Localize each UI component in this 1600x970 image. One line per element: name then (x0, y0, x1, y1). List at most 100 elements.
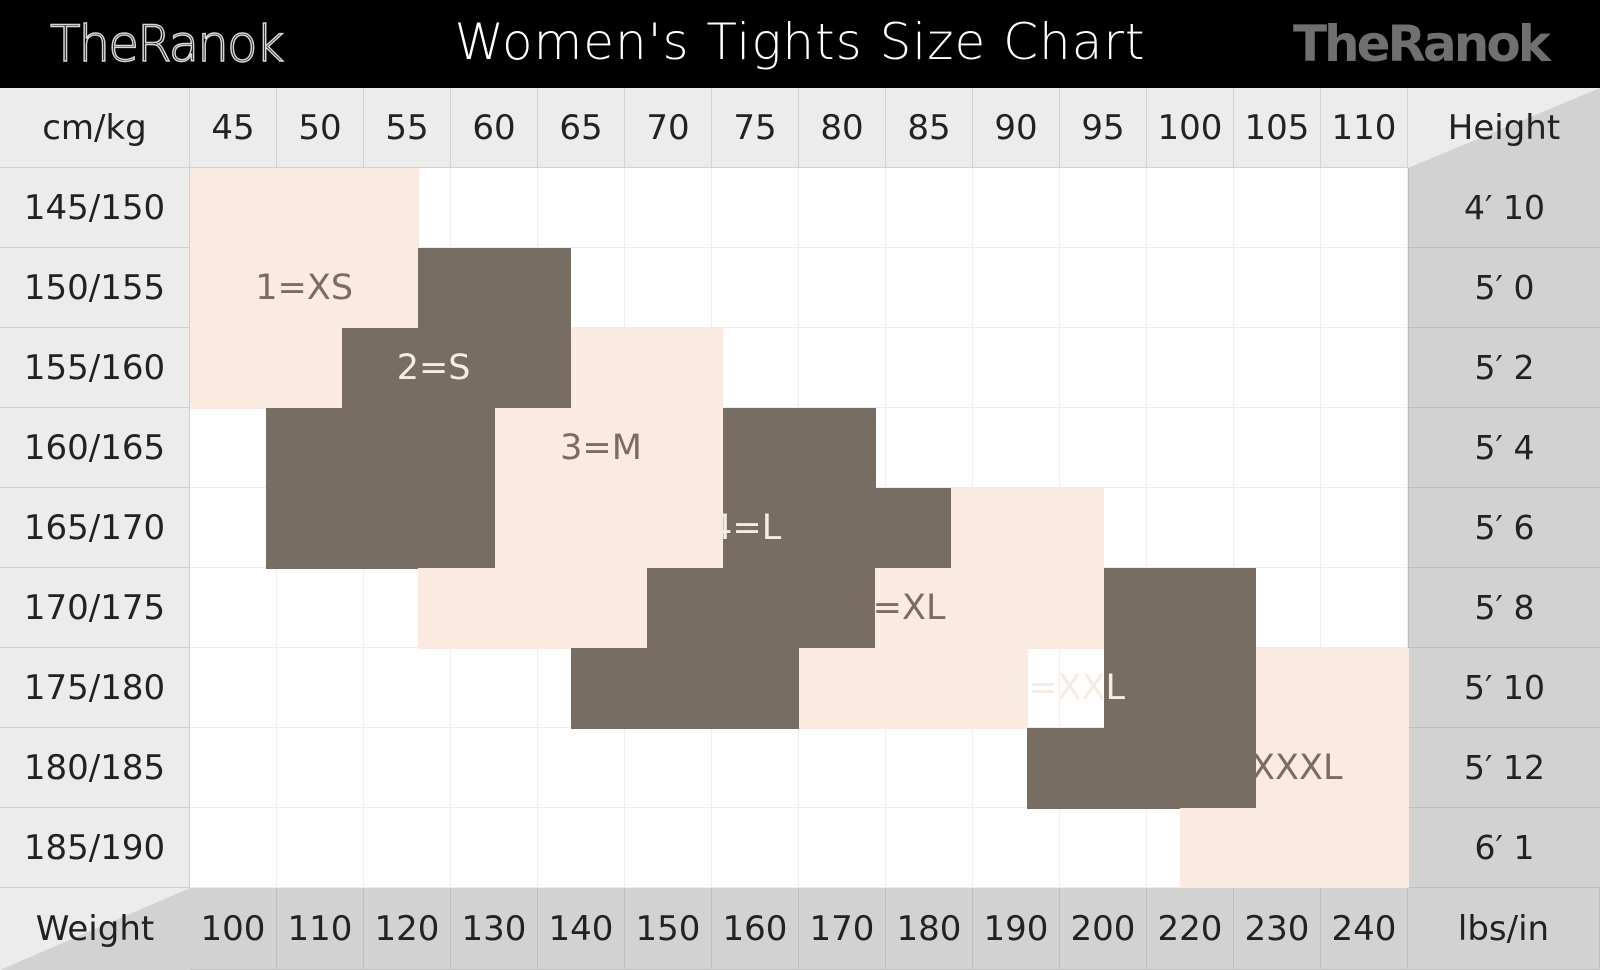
grid-cell (190, 808, 277, 888)
weight-kg-header: 100 (1147, 88, 1234, 168)
height-in-label: 6′ 1 (1408, 808, 1600, 888)
size-block-5 (799, 648, 876, 729)
size-block-3 (494, 568, 572, 649)
weight-kg-header: 95 (1060, 88, 1147, 168)
size-block-3 (646, 488, 724, 569)
height-cm-label: 155/160 (0, 328, 190, 408)
size-block-3 (494, 488, 572, 569)
corner-weight: Weight (35, 909, 155, 949)
height-in-label: 5′ 0 (1408, 248, 1600, 328)
size-block-4 (646, 568, 724, 649)
grid-cell (973, 808, 1060, 888)
grid-cell (625, 168, 712, 248)
grid-cell (1234, 328, 1321, 408)
height-cm-label: 175/180 (0, 648, 190, 728)
grid-cell (190, 488, 277, 568)
size-label: 4=L (710, 508, 782, 548)
weight-kg-header: 110 (1321, 88, 1408, 168)
size-block-2 (342, 488, 419, 569)
size-label: 1=XS (255, 268, 354, 308)
header-bar: TheRanok Women's Tights Size Chart TheRa… (0, 0, 1600, 88)
size-block-1 (266, 168, 343, 249)
size-block-6 (1103, 728, 1181, 809)
grid-cell (1321, 328, 1408, 408)
weight-kg-header: 55 (364, 88, 451, 168)
grid-cell (1147, 328, 1234, 408)
grid-cell (886, 248, 973, 328)
weight-lbs-label: 240 (1321, 888, 1408, 970)
grid-cell (1147, 488, 1234, 568)
weight-kg-header: 70 (625, 88, 712, 168)
grid-cell (1147, 168, 1234, 248)
grid-cell (1060, 328, 1147, 408)
height-cm-label: 165/170 (0, 488, 190, 568)
weight-kg-header: 45 (190, 88, 277, 168)
size-block-1 (190, 328, 267, 409)
grid-cell (799, 328, 886, 408)
weight-kg-header: 105 (1234, 88, 1321, 168)
weight-lbs-label: 100 (190, 888, 277, 970)
weight-kg-header: 85 (886, 88, 973, 168)
grid-cell (538, 168, 625, 248)
size-block-3 (646, 328, 724, 409)
size-block-5 (951, 568, 1028, 649)
size-block-2 (266, 488, 343, 569)
size-block-7 (1255, 648, 1333, 729)
chart-title: Women's Tights Size Chart (454, 13, 1146, 71)
brand-logo-left: TheRanok (49, 14, 285, 74)
weight-lbs-label: 120 (364, 888, 451, 970)
size-block-1 (342, 248, 419, 329)
grid-cell (1234, 488, 1321, 568)
size-block-3 (570, 488, 648, 569)
grid-cell (277, 728, 364, 808)
size-block-6 (1103, 648, 1181, 729)
weight-lbs-label: 230 (1234, 888, 1321, 970)
size-block-1 (190, 168, 267, 249)
grid-cell (277, 808, 364, 888)
brand-logo-right: TheRanok (1292, 15, 1551, 73)
grid-cell (451, 808, 538, 888)
grid-cell (1147, 408, 1234, 488)
grid-cell (886, 808, 973, 888)
size-block-5 (951, 648, 1028, 729)
grid-cell (886, 408, 973, 488)
weight-kg-header: 90 (973, 88, 1060, 168)
size-block-7 (1179, 808, 1257, 889)
grid-cell (886, 728, 973, 808)
grid-cell (1234, 568, 1321, 648)
grid-cell (538, 248, 625, 328)
size-block-2 (266, 408, 343, 489)
size-block-6 (1027, 728, 1104, 809)
grid-cell (1321, 568, 1408, 648)
height-cm-label: 150/155 (0, 248, 190, 328)
size-block-7 (1255, 808, 1333, 889)
height-cm-label: 180/185 (0, 728, 190, 808)
grid-cell (1234, 408, 1321, 488)
grid-cell (1321, 408, 1408, 488)
size-block-7 (1331, 808, 1409, 889)
size-block-5 (1027, 488, 1104, 569)
weight-kg-header: 60 (451, 88, 538, 168)
size-block-4 (646, 648, 724, 729)
weight-lbs-label: 110 (277, 888, 364, 970)
grid-cell (712, 808, 799, 888)
grid-cell (364, 648, 451, 728)
size-label: 2=S (396, 348, 471, 388)
size-block-4 (570, 648, 648, 729)
size-block-4 (722, 408, 800, 489)
grid-cell (1321, 488, 1408, 568)
corner-diagonal-bottom-left (0, 888, 190, 970)
size-block-3 (570, 328, 648, 409)
grid-cell (799, 248, 886, 328)
size-label: 5=XL (850, 588, 946, 628)
size-block-2 (418, 408, 495, 489)
grid-cell (973, 168, 1060, 248)
weight-lbs-label: 200 (1060, 888, 1147, 970)
size-label: 3=M (560, 428, 642, 468)
size-block-4 (722, 488, 800, 569)
weight-lbs-label: 170 (799, 888, 886, 970)
size-block-7 (1255, 728, 1333, 809)
size-block-4 (799, 568, 876, 649)
grid-cell (451, 648, 538, 728)
